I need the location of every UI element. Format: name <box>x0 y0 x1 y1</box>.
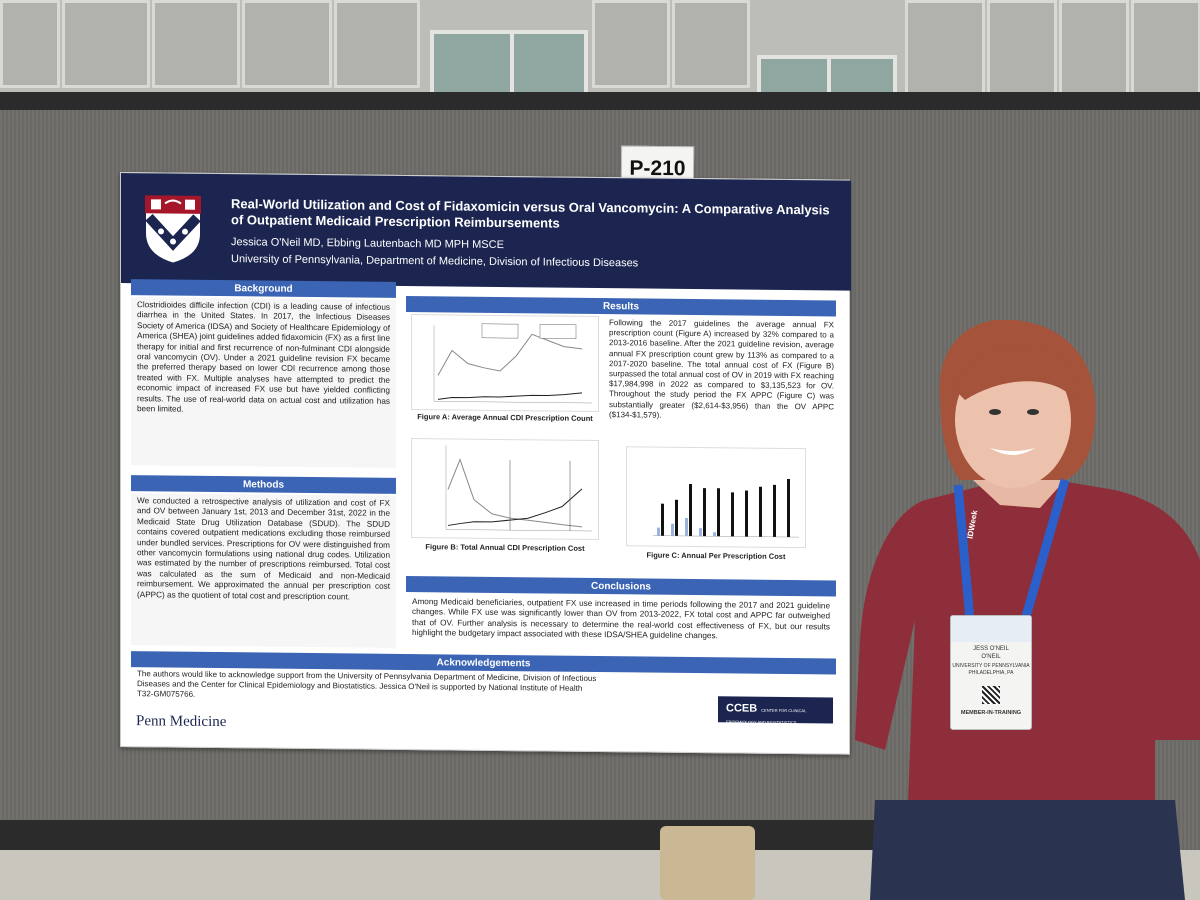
ceiling-tile <box>672 0 750 88</box>
board-bottom-frame <box>0 820 900 850</box>
board-top-rail <box>0 92 1200 112</box>
figure-c-plot <box>653 478 799 538</box>
ceiling-tile <box>62 0 150 88</box>
name-badge: JESS O'NEIL O'NEIL UNIVERSITY OF PENNSYL… <box>950 615 1032 730</box>
badge-header <box>951 616 1031 642</box>
figure-b-caption: Figure B: Total Annual CDI Prescription … <box>425 542 585 553</box>
figure-a-caption: Figure A: Average Annual CDI Prescriptio… <box>417 412 593 423</box>
methods-heading: Methods <box>131 475 396 494</box>
poster-header: Real-World Utilization and Cost of Fidax… <box>121 173 851 291</box>
figure-c-caption: Figure C: Annual Per Prescription Cost <box>646 550 786 561</box>
figure-b-chart <box>411 438 599 541</box>
ceiling-tile <box>334 0 420 88</box>
badge-role: MEMBER-IN-TRAINING <box>960 710 1022 716</box>
cceb-logo: CCEB CENTER FOR CLINICAL EPIDEMIOLOGY AND… <box>718 696 833 725</box>
figure-a-plot <box>433 323 592 404</box>
poster-title: Real-World Utilization and Cost of Fidax… <box>231 196 830 231</box>
figure-a-chart <box>411 314 599 413</box>
figure-b-plot <box>445 445 592 532</box>
conclusions-heading: Conclusions <box>406 575 836 597</box>
ceiling-tile <box>242 0 332 88</box>
poster-affiliation: University of Pennsylvania, Department o… <box>231 253 639 270</box>
presenter-person <box>855 320 1200 900</box>
badge-organization: UNIVERSITY OF PENNSYLVANIA <box>952 663 1030 669</box>
results-heading: Results <box>406 295 836 317</box>
penn-medicine-logo: Penn Medicine <box>136 713 227 731</box>
figure-c-chart <box>626 446 806 549</box>
badge-surname: O'NEIL <box>981 654 1001 660</box>
ceiling-tile <box>152 0 240 88</box>
ceiling-tile <box>0 0 60 88</box>
badge-qr-code <box>982 686 1000 704</box>
conclusions-text: Among Medicaid beneficiaries, outpatient… <box>406 593 836 653</box>
research-poster: Real-World Utilization and Cost of Fidax… <box>120 172 851 755</box>
badge-city: PHILADELPHIA, PA <box>968 670 1014 676</box>
passerby-legs <box>660 826 755 900</box>
background-heading: Background <box>131 279 396 298</box>
results-text: Following the 2017 guidelines the averag… <box>609 318 834 420</box>
background-text: Clostridioides difficile infection (CDI)… <box>131 297 396 468</box>
methods-text: We conducted a retrospective analysis of… <box>131 493 396 648</box>
badge-name: JESS O'NEIL <box>973 646 1009 652</box>
acknowledgements-text: The authors would like to acknowledge su… <box>137 669 597 699</box>
cceb-logo-text: CCEB <box>726 702 758 715</box>
penn-shield-logo <box>144 194 202 265</box>
ceiling-tile <box>592 0 670 88</box>
poster-authors: Jessica O'Neil MD, Ebbing Lautenbach MD … <box>231 236 504 252</box>
